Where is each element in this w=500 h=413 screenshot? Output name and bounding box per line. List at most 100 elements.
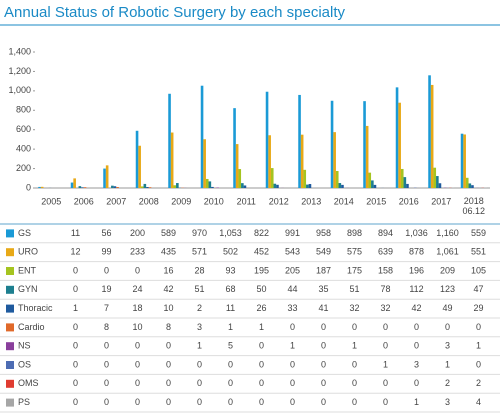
bar [338, 183, 342, 188]
table-cell: 543 [285, 247, 300, 257]
table-cell: 0 [104, 341, 109, 351]
bar [270, 168, 274, 188]
bar [140, 186, 144, 188]
legend-swatch [6, 342, 14, 351]
bar [398, 102, 401, 188]
bar [105, 165, 109, 188]
bar [308, 184, 312, 188]
table-cell: 10 [132, 322, 142, 332]
table-cell: 175 [347, 265, 362, 275]
table-cell: 1,061 [436, 247, 459, 257]
table-cell: 51 [349, 284, 359, 294]
table-cell: 5 [228, 341, 233, 351]
table-cell: 0 [135, 359, 140, 369]
y-tick-label: 200 [16, 163, 31, 173]
y-tick-label: 1,400 [8, 46, 31, 56]
bar [436, 176, 439, 188]
bar [200, 85, 204, 188]
bar [333, 132, 336, 188]
bar [208, 181, 212, 188]
bar [373, 184, 377, 188]
bar [303, 169, 307, 188]
table-cell: 105 [471, 265, 486, 275]
y-tick-label: 800 [16, 105, 31, 115]
table-cell: 0 [290, 322, 295, 332]
table-cell: 11 [71, 228, 80, 238]
table-cell: 1 [476, 341, 481, 351]
legend-swatch [6, 323, 14, 332]
table-cell: 68 [225, 284, 235, 294]
x-tick-label: 2014 [334, 196, 354, 206]
bar [268, 135, 271, 188]
table-cell: 0 [259, 378, 264, 388]
table-cell: 0 [352, 397, 357, 407]
bar [430, 84, 434, 188]
table-cell: 2 [197, 303, 202, 313]
legend-swatch [6, 229, 14, 238]
bar [113, 186, 117, 188]
table-cell: 42 [163, 284, 173, 294]
table-cell: 0 [321, 397, 326, 407]
table-cell: 2 [445, 378, 450, 388]
table-cell: 32 [380, 303, 390, 313]
table-cell: 196 [409, 265, 424, 275]
table-cell: 0 [321, 341, 326, 351]
x-tick-label: 2012 [269, 196, 289, 206]
table-cell: 0 [383, 378, 388, 388]
bar [276, 184, 279, 188]
legend-label: GYN [18, 284, 38, 294]
table-cell: 29 [473, 303, 483, 313]
bar [203, 139, 206, 188]
legend-swatch [6, 398, 14, 407]
bar [243, 185, 247, 188]
bar [238, 169, 242, 188]
bar [170, 132, 174, 188]
legend-label: NS [18, 341, 31, 351]
table-cell: 0 [414, 378, 419, 388]
table-cell: 0 [228, 397, 233, 407]
bar [241, 183, 244, 188]
table-cell: 0 [135, 341, 140, 351]
bar [406, 183, 409, 188]
table-cell: 0 [383, 341, 388, 351]
bar [471, 185, 474, 188]
table-cell: 0 [228, 378, 233, 388]
bar [306, 184, 309, 188]
table-cell: 0 [166, 359, 171, 369]
bar [363, 101, 366, 188]
table-cell: 0 [445, 322, 450, 332]
legend-label: GS [18, 228, 31, 238]
table-cell: 0 [383, 322, 388, 332]
table-cell: 0 [104, 397, 109, 407]
table-cell: 0 [228, 359, 233, 369]
table-cell: 0 [73, 322, 78, 332]
table-cell: 575 [347, 247, 362, 257]
bar [103, 168, 106, 188]
table-cell: 0 [414, 341, 419, 351]
table-cell: 1 [290, 341, 295, 351]
table-cell: 0 [290, 397, 295, 407]
bar [135, 130, 139, 188]
bar [143, 183, 147, 188]
table-cell: 0 [197, 378, 202, 388]
bar [438, 183, 442, 188]
bar [395, 87, 399, 188]
bar [116, 187, 119, 188]
y-tick-label: 0 [26, 182, 31, 192]
table-cell: 233 [130, 247, 145, 257]
bar [235, 144, 239, 188]
table-cell: 7 [104, 303, 109, 313]
y-tick-label: 400 [16, 144, 31, 154]
bar [146, 187, 149, 188]
bar [265, 91, 269, 188]
chart-title: Annual Status of Robotic Surgery by each… [4, 4, 346, 21]
table-cell: 0 [73, 284, 78, 294]
table-cell: 1 [197, 341, 202, 351]
table-cell: 0 [321, 378, 326, 388]
bar [403, 177, 407, 188]
table-cell: 187 [316, 265, 331, 275]
bar [38, 186, 41, 188]
bar [330, 100, 334, 188]
legend-swatch [6, 285, 14, 294]
table-cell: 502 [223, 247, 238, 257]
